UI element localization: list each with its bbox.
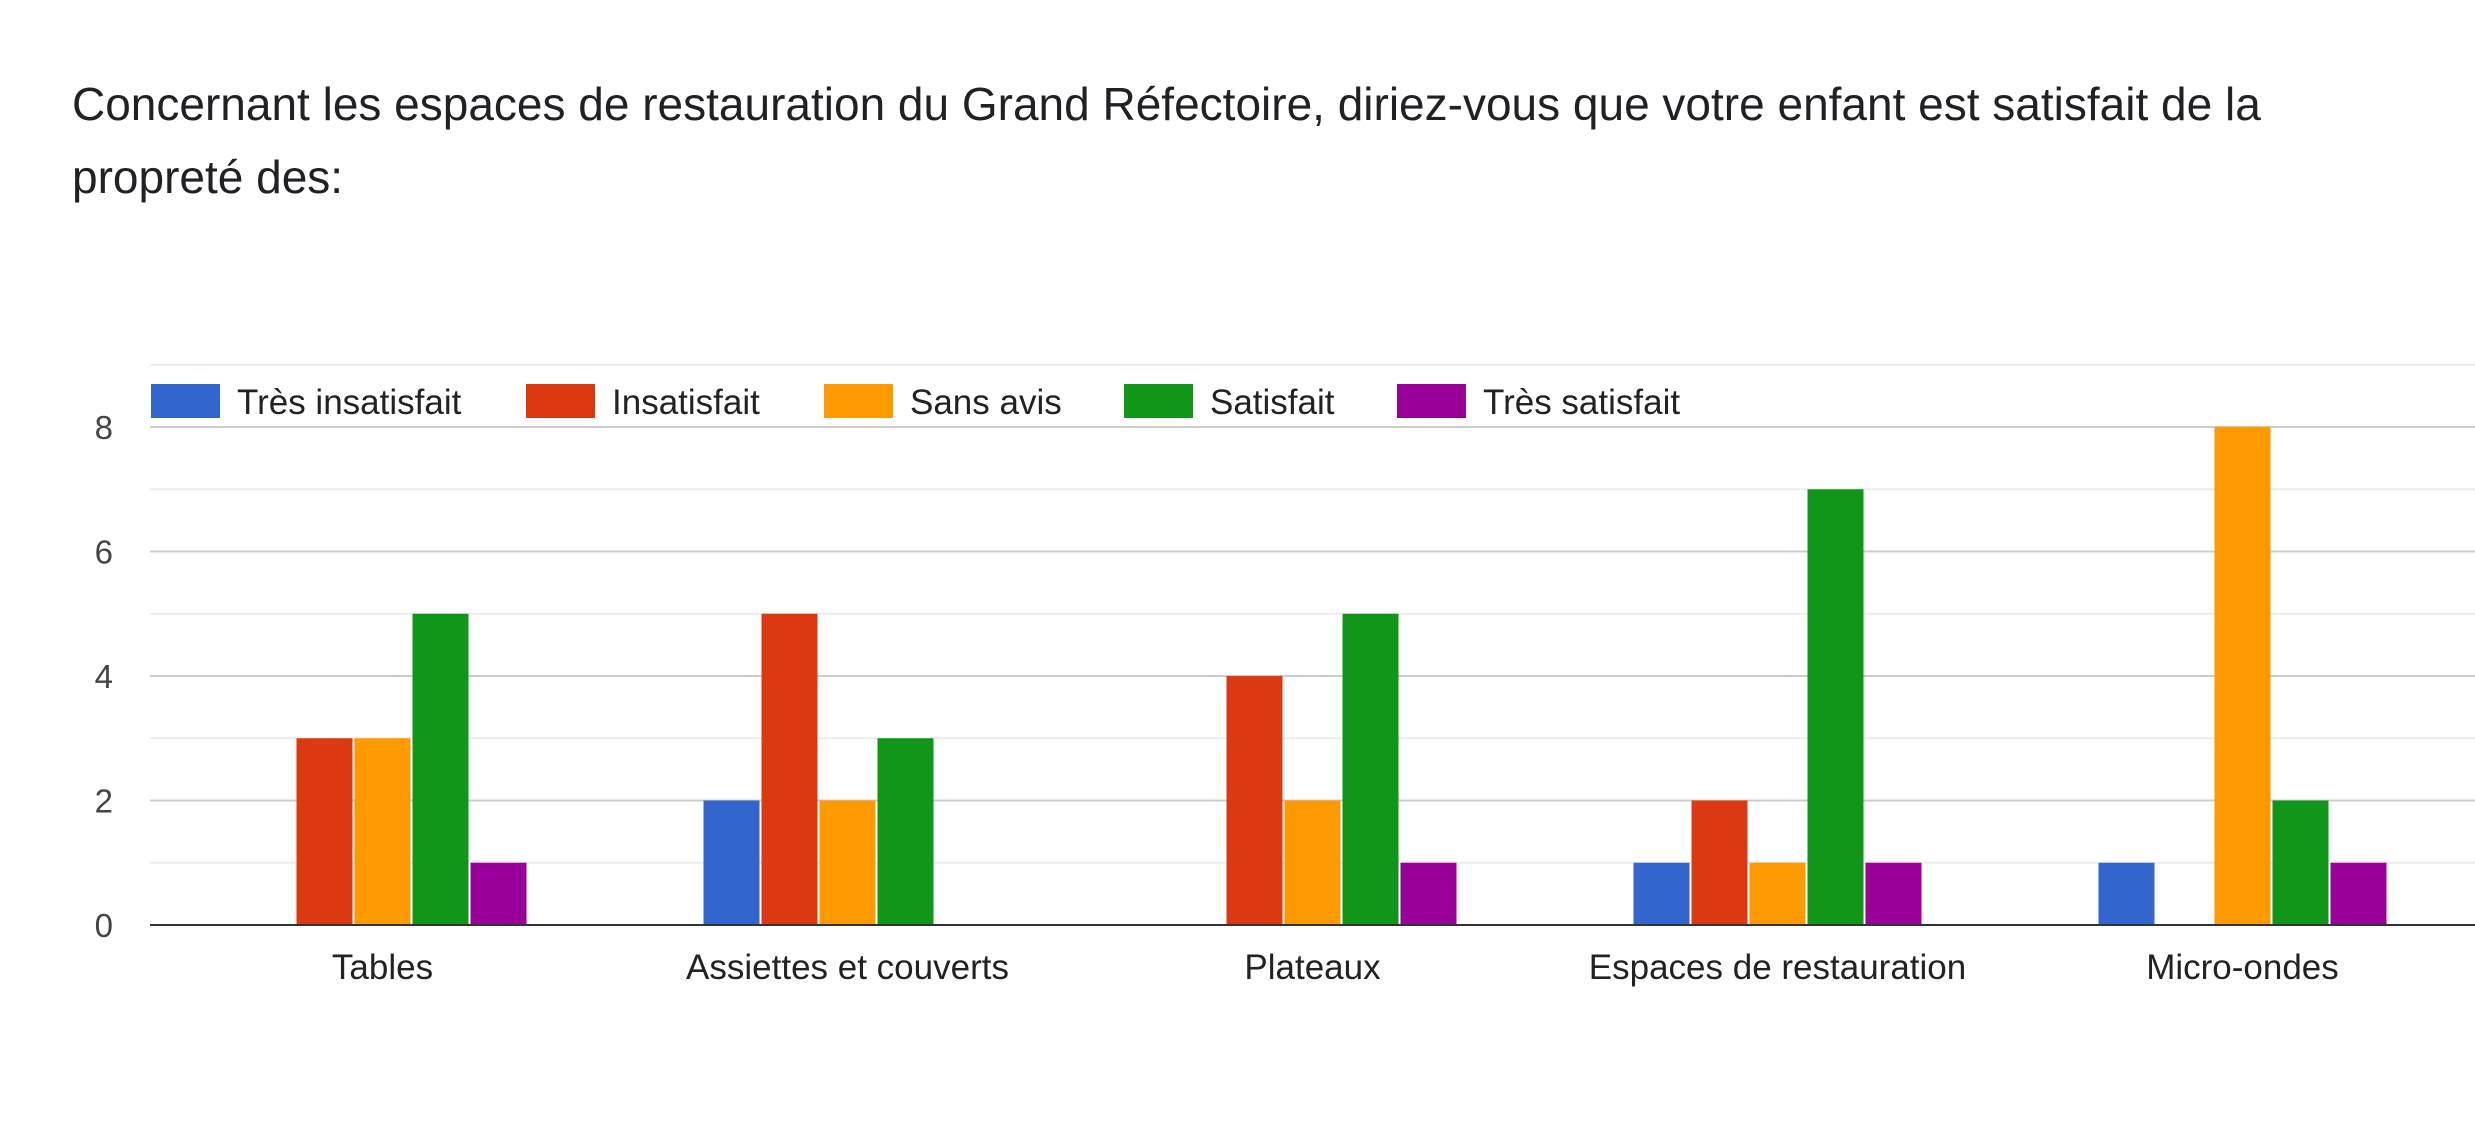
- legend-item: Très satisfait: [1397, 383, 1680, 422]
- bar: [1865, 862, 1922, 925]
- y-tick-label: 6: [95, 534, 113, 571]
- bars: [296, 427, 2387, 925]
- x-category-label: Plateaux: [1244, 948, 1381, 987]
- legend-item: Sans avis: [824, 383, 1062, 422]
- x-category-label: Espaces de restauration: [1589, 948, 1966, 987]
- bar: [412, 613, 469, 925]
- bar: [1691, 800, 1748, 925]
- legend-swatch: [526, 384, 595, 418]
- bar: [1749, 862, 1806, 925]
- legend-item: Très insatisfait: [151, 383, 462, 422]
- grid-lines: [150, 363, 2475, 864]
- legend-label: Insatisfait: [612, 383, 760, 422]
- y-tick-label: 4: [95, 658, 113, 695]
- bar: [2214, 427, 2271, 925]
- bar: [2272, 800, 2329, 925]
- legend-item: Insatisfait: [526, 383, 760, 422]
- y-tick-label: 2: [95, 783, 113, 820]
- question-title: Concernant les espaces de restauration d…: [72, 78, 2261, 203]
- bar: [1400, 862, 1457, 925]
- bar: [819, 800, 876, 925]
- bar: [703, 800, 760, 925]
- legend: Très insatisfait Insatisfait Sans avis Sati…: [151, 383, 1680, 422]
- y-tick-label: 8: [95, 409, 113, 446]
- bar: [1284, 800, 1341, 925]
- legend-label: Très insatisfait: [237, 383, 462, 422]
- legend-label: Satisfait: [1210, 383, 1335, 422]
- legend-swatch: [151, 384, 220, 418]
- legend-swatch: [1397, 384, 1466, 418]
- legend-label: Très satisfait: [1483, 383, 1680, 422]
- legend-label: Sans avis: [910, 383, 1062, 422]
- legend-swatch: [824, 384, 893, 418]
- bar: [2098, 862, 2155, 925]
- bar: [470, 862, 527, 925]
- bar: [1633, 862, 1690, 925]
- bar: [296, 738, 353, 925]
- y-tick-label: 0: [95, 907, 113, 944]
- bar: [2330, 862, 2387, 925]
- x-category-label: Tables: [332, 948, 433, 987]
- legend-swatch: [1124, 384, 1193, 418]
- axes: 0 2 4 6 8 Tables Assiettes et couverts Plateaux…: [95, 409, 2475, 987]
- bar: [761, 613, 818, 925]
- legend-item: Satisfait: [1124, 383, 1335, 422]
- bar: [1342, 613, 1399, 925]
- bar: [1807, 489, 1864, 925]
- bar: [1226, 676, 1283, 925]
- bar: [877, 738, 934, 925]
- x-category-label: Assiettes et couverts: [686, 948, 1009, 987]
- bar: [354, 738, 411, 925]
- x-category-label: Micro-ondes: [2146, 948, 2339, 987]
